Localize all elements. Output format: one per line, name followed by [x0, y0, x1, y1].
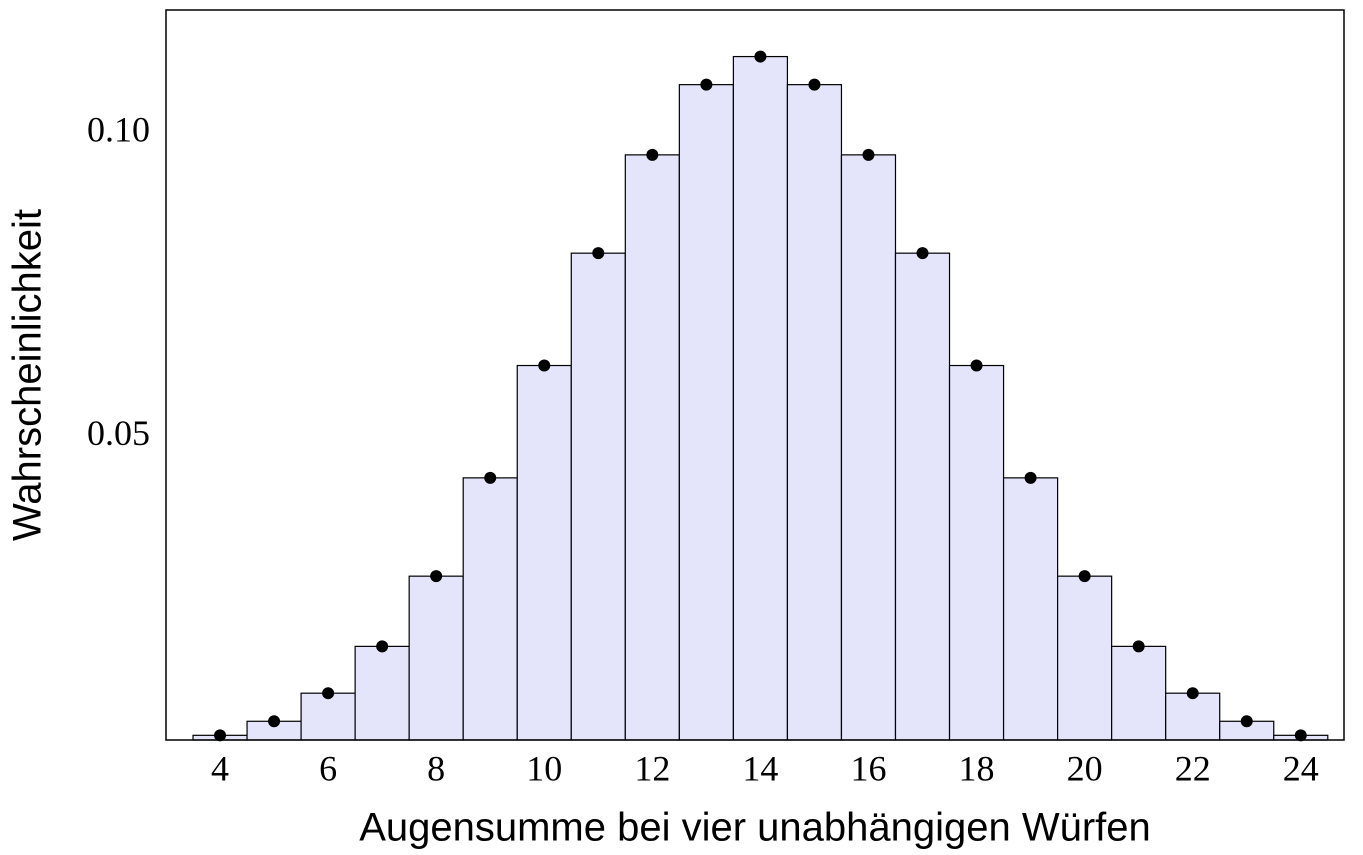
- point: [430, 570, 443, 583]
- point: [1186, 687, 1199, 700]
- plot-frame: [165, 9, 1345, 741]
- bar: [1002, 477, 1059, 741]
- x-tick-label: 16: [850, 748, 886, 788]
- point: [1078, 570, 1091, 583]
- bar: [894, 252, 951, 741]
- x-tick-label: 22: [1175, 748, 1211, 788]
- x-tick-label: 12: [634, 748, 670, 788]
- bar: [624, 154, 680, 741]
- bar: [732, 55, 789, 741]
- point: [916, 247, 929, 260]
- x-tick-label: 24: [1283, 748, 1319, 788]
- point: [268, 715, 281, 728]
- point: [1240, 715, 1253, 728]
- x-axis-label: Augensumme bei vier unabhängigen Würfen: [359, 806, 1151, 850]
- point: [322, 687, 335, 700]
- bar: [840, 154, 897, 741]
- x-tick-label: 8: [427, 748, 445, 788]
- bar: [1165, 692, 1221, 741]
- point: [538, 359, 551, 372]
- point: [214, 729, 227, 742]
- bar: [516, 364, 572, 741]
- bar: [678, 84, 734, 741]
- point: [808, 78, 821, 91]
- bar: [462, 477, 518, 741]
- point: [1132, 640, 1145, 653]
- x-tick-label: 18: [959, 748, 995, 788]
- point: [484, 471, 497, 484]
- y-tick-label: 0.05: [87, 413, 150, 453]
- bar: [570, 252, 626, 741]
- bar: [1111, 645, 1167, 741]
- x-tick-label: 6: [319, 748, 337, 788]
- x-tick-label: 10: [526, 748, 562, 788]
- bar: [300, 692, 356, 741]
- x-tick-label: 14: [742, 748, 778, 788]
- point: [862, 148, 875, 161]
- point: [1024, 471, 1037, 484]
- bar: [786, 84, 843, 741]
- point: [970, 359, 983, 372]
- point: [754, 50, 767, 63]
- bar: [948, 364, 1005, 741]
- point: [700, 78, 713, 91]
- bar: [354, 645, 410, 741]
- point: [646, 148, 659, 161]
- point: [376, 640, 389, 653]
- x-tick-label: 20: [1067, 748, 1103, 788]
- x-tick-label: 4: [211, 748, 229, 788]
- point: [1294, 729, 1307, 742]
- bar: [1057, 575, 1113, 741]
- point: [592, 247, 605, 260]
- bar: [408, 575, 464, 741]
- y-axis-label: Wahrscheinlichkeit: [6, 209, 50, 541]
- y-tick-label: 0.10: [87, 110, 150, 150]
